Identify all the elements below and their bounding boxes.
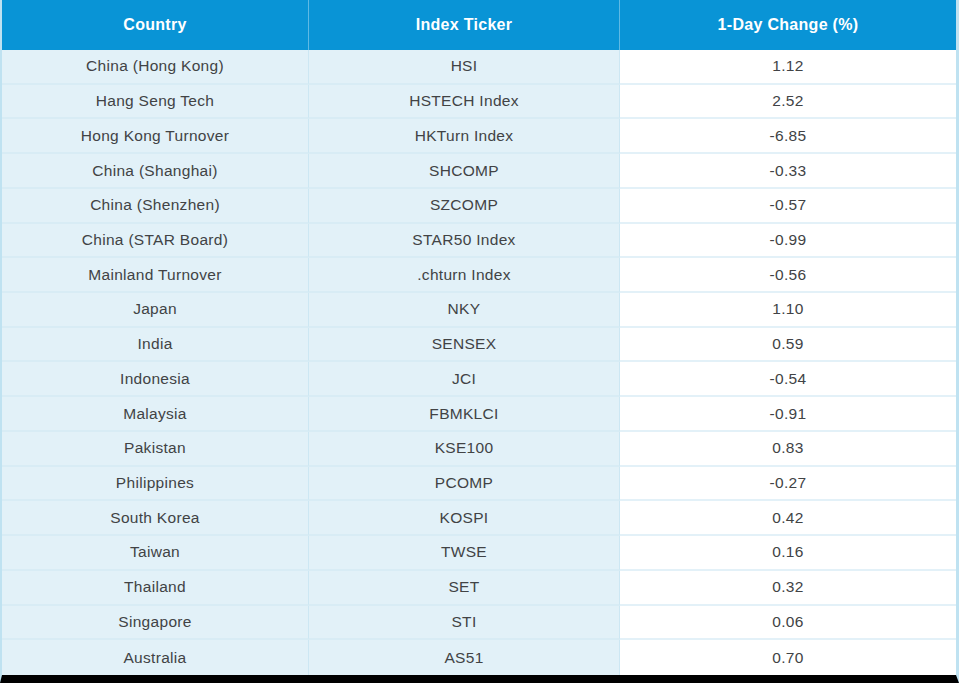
country-cell: South Korea (2, 501, 309, 536)
country-cell: Malaysia (2, 397, 309, 432)
country-cell: Hong Kong Turnover (2, 119, 309, 154)
ticker-cell: HSI (309, 50, 620, 85)
ticker-cell: STAR50 Index (309, 224, 620, 259)
ticker-cell: KSE100 (309, 432, 620, 467)
country-cell: Indonesia (2, 362, 309, 397)
table-row: China (STAR Board) STAR50 Index -0.99 (2, 224, 956, 259)
table-row: Hang Seng Tech HSTECH Index 2.52 (2, 85, 956, 120)
asia-markets-table: Country Index Ticker 1-Day Change (%) Ch… (0, 0, 959, 683)
ticker-cell: TWSE (309, 536, 620, 571)
ticker-cell: KOSPI (309, 501, 620, 536)
country-cell: Taiwan (2, 536, 309, 571)
country-cell: Philippines (2, 467, 309, 502)
change-cell: -0.91 (620, 397, 956, 432)
ticker-cell: JCI (309, 362, 620, 397)
table-row: Mainland Turnover .chturn Index -0.56 (2, 258, 956, 293)
change-cell: 0.16 (620, 536, 956, 571)
table-row: India SENSEX 0.59 (2, 328, 956, 363)
ticker-cell: NKY (309, 293, 620, 328)
country-cell: China (Hong Kong) (2, 50, 309, 85)
ticker-cell: SENSEX (309, 328, 620, 363)
header-cell-country: Country (2, 0, 309, 50)
table-row: Singapore STI 0.06 (2, 606, 956, 641)
country-cell: Australia (2, 640, 309, 675)
change-cell: -0.57 (620, 189, 956, 224)
ticker-cell: AS51 (309, 640, 620, 675)
country-cell: Thailand (2, 571, 309, 606)
table-body: China (Hong Kong) HSI 1.12 Hang Seng Tec… (2, 50, 956, 675)
table-row: Hong Kong Turnover HKTurn Index -6.85 (2, 119, 956, 154)
table-row: China (Hong Kong) HSI 1.12 (2, 50, 956, 85)
country-cell: Japan (2, 293, 309, 328)
change-cell: -0.56 (620, 258, 956, 293)
country-cell: Singapore (2, 606, 309, 641)
ticker-cell: HKTurn Index (309, 119, 620, 154)
change-cell: 0.70 (620, 640, 956, 675)
table-row: Pakistan KSE100 0.83 (2, 432, 956, 467)
change-cell: 1.12 (620, 50, 956, 85)
country-cell: China (Shenzhen) (2, 189, 309, 224)
ticker-cell: FBMKLCI (309, 397, 620, 432)
country-cell: Pakistan (2, 432, 309, 467)
table-header-row: Country Index Ticker 1-Day Change (%) (2, 0, 956, 50)
ticker-cell: STI (309, 606, 620, 641)
table-row: Malaysia FBMKLCI -0.91 (2, 397, 956, 432)
change-cell: -0.99 (620, 224, 956, 259)
change-cell: 2.52 (620, 85, 956, 120)
table-row: Japan NKY 1.10 (2, 293, 956, 328)
table-row: China (Shenzhen) SZCOMP -0.57 (2, 189, 956, 224)
table-row: China (Shanghai) SHCOMP -0.33 (2, 154, 956, 189)
table-row: Australia AS51 0.70 (2, 640, 956, 675)
change-cell: 0.42 (620, 501, 956, 536)
header-cell-change: 1-Day Change (%) (620, 0, 956, 50)
ticker-cell: SHCOMP (309, 154, 620, 189)
change-cell: -0.27 (620, 467, 956, 502)
table-row: Indonesia JCI -0.54 (2, 362, 956, 397)
country-cell: India (2, 328, 309, 363)
change-cell: 0.32 (620, 571, 956, 606)
country-cell: Mainland Turnover (2, 258, 309, 293)
ticker-cell: HSTECH Index (309, 85, 620, 120)
change-cell: 1.10 (620, 293, 956, 328)
table-row: Philippines PCOMP -0.27 (2, 467, 956, 502)
change-cell: -0.54 (620, 362, 956, 397)
country-cell: Hang Seng Tech (2, 85, 309, 120)
ticker-cell: SET (309, 571, 620, 606)
ticker-cell: .chturn Index (309, 258, 620, 293)
table-row: Thailand SET 0.32 (2, 571, 956, 606)
country-cell: China (Shanghai) (2, 154, 309, 189)
table-row: South Korea KOSPI 0.42 (2, 501, 956, 536)
change-cell: -0.33 (620, 154, 956, 189)
ticker-cell: PCOMP (309, 467, 620, 502)
change-cell: 0.83 (620, 432, 956, 467)
header-cell-ticker: Index Ticker (309, 0, 620, 50)
country-cell: China (STAR Board) (2, 224, 309, 259)
change-cell: 0.59 (620, 328, 956, 363)
change-cell: 0.06 (620, 606, 956, 641)
ticker-cell: SZCOMP (309, 189, 620, 224)
table-row: Taiwan TWSE 0.16 (2, 536, 956, 571)
change-cell: -6.85 (620, 119, 956, 154)
